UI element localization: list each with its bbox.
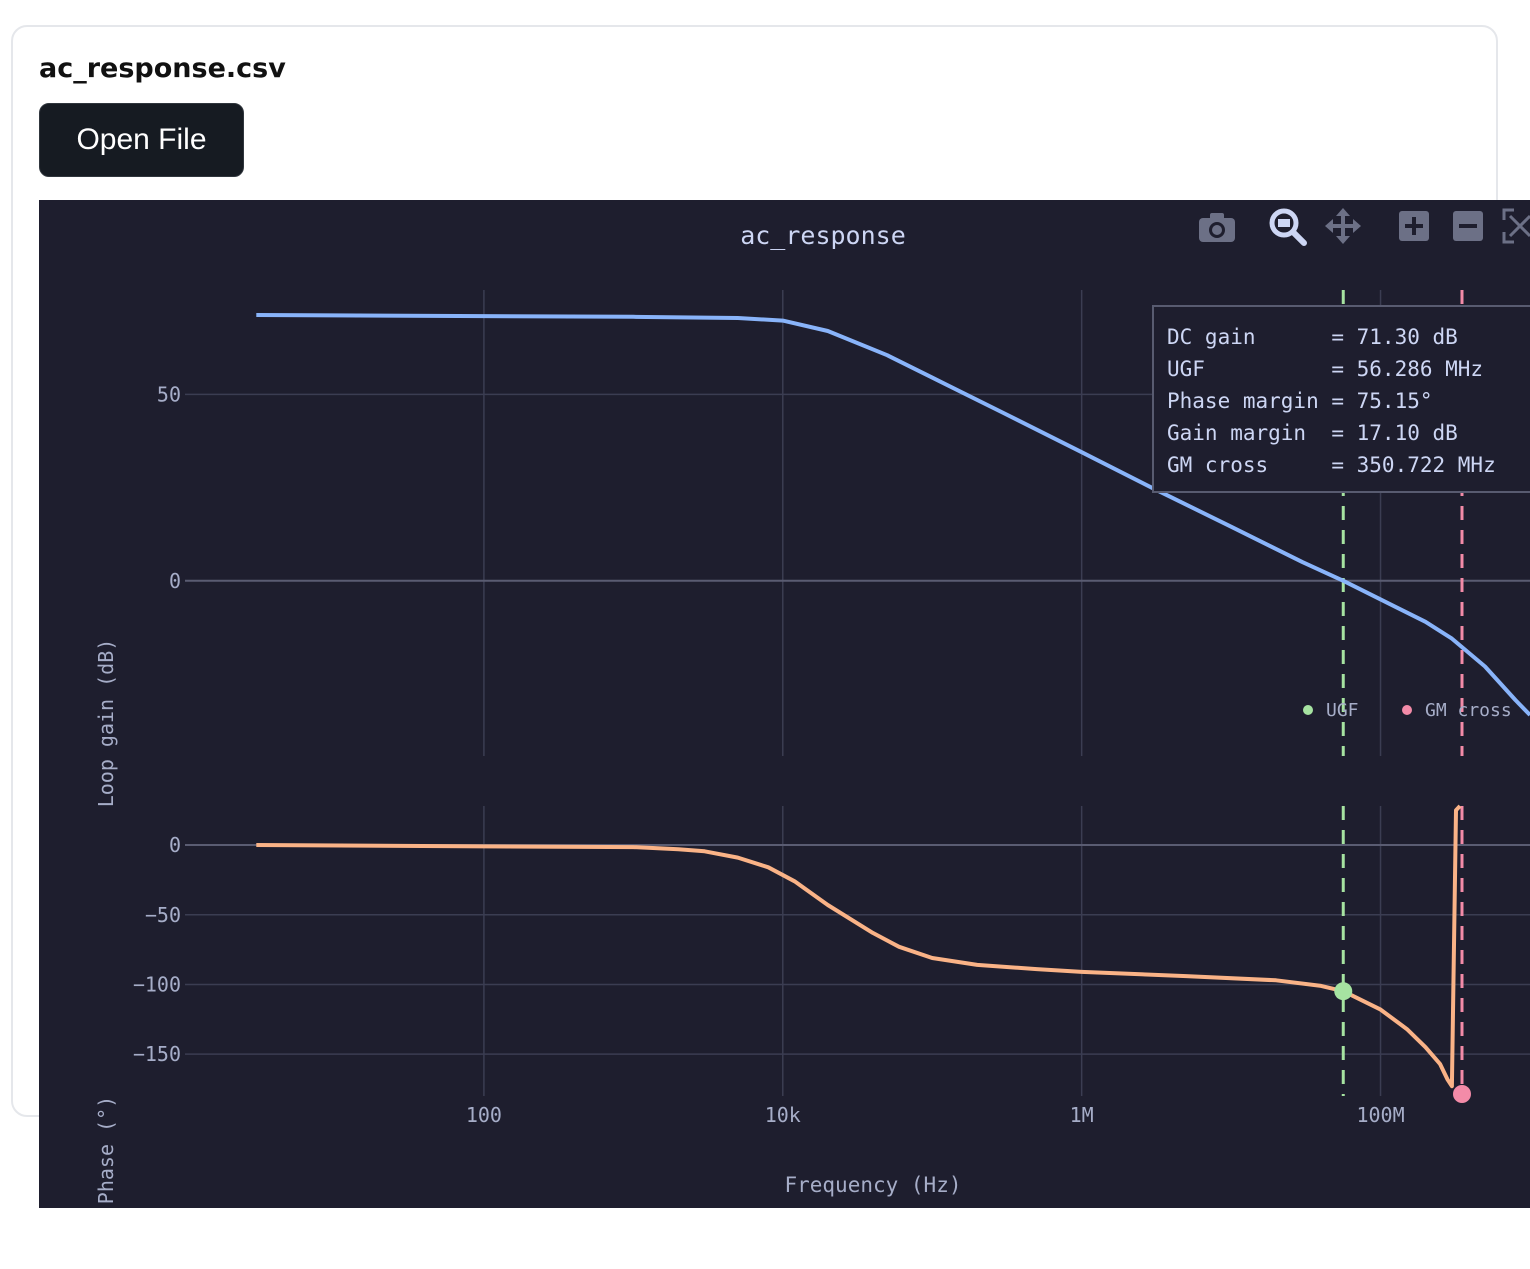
annotation-line-dc-gain: DC gain = 71.30 dB (1167, 325, 1458, 349)
legend-swatch-gm-cross (1402, 705, 1412, 715)
tick-layer: 100 10k 1M 100M 50 0 0 −50 −100 −150 (133, 382, 1405, 1127)
chart-title: ac_response (740, 221, 906, 250)
phase-y-tick-label-2: −100 (133, 972, 181, 996)
metrics-annotation: DC gain = 71.30 dB UGF = 56.286 MHz Phas… (1152, 305, 1530, 493)
legend-swatch-ugf (1303, 705, 1313, 715)
gain-y-tick-label-0: 50 (157, 382, 181, 406)
annotation-line-phase-margin: Phase margin = 75.15° (1167, 389, 1433, 413)
x-tick-label-2: 1M (1070, 1103, 1094, 1127)
annotation-line-ugf: UGF = 56.286 MHz (1167, 357, 1483, 381)
phase-y-tick-label-0: 0 (169, 833, 181, 857)
phase-axis-label: Phase (°) (94, 1096, 118, 1204)
trace-layer (256, 313, 1530, 1089)
annotation-line-gain-margin: Gain margin = 17.10 dB (1167, 421, 1458, 445)
legend[interactable]: UGF GM cross (1303, 700, 1512, 721)
file-title: ac_response.csv (39, 53, 286, 84)
annotation-line-gm-cross: GM cross = 350.722 MHz (1167, 453, 1496, 477)
legend-item-gm-cross[interactable]: GM cross (1402, 700, 1512, 721)
zoom-icon[interactable] (1269, 208, 1307, 246)
ugf-marker-dot (1334, 982, 1353, 1001)
phase-trace (256, 804, 1462, 1089)
x-tick-label-3: 100M (1356, 1103, 1404, 1127)
legend-item-ugf[interactable]: UGF (1303, 700, 1359, 721)
legend-label-ugf: UGF (1326, 700, 1359, 721)
open-file-button[interactable]: Open File (39, 103, 244, 177)
camera-icon[interactable] (1199, 213, 1235, 242)
marker-dots (1334, 982, 1471, 1103)
autoscale-icon[interactable] (1502, 208, 1530, 244)
gm-cross-marker-dot (1452, 1085, 1471, 1103)
x-tick-label-1: 10k (765, 1103, 801, 1127)
zoom-out-icon[interactable] (1453, 211, 1483, 241)
phase-y-tick-label-1: −50 (145, 903, 181, 927)
gain-axis-label: Loop gain (dB) (94, 639, 118, 808)
plot-toolbar (1199, 208, 1530, 246)
gain-trace (256, 313, 1530, 717)
pan-icon[interactable] (1325, 208, 1361, 244)
legend-label-gm-cross: GM cross (1425, 700, 1512, 721)
x-tick-label-0: 100 (466, 1103, 502, 1127)
annotation-box (1152, 305, 1530, 493)
zoom-in-icon[interactable] (1399, 211, 1429, 241)
phase-y-tick-label-3: −150 (133, 1042, 181, 1066)
bode-plot[interactable]: 100 10k 1M 100M 50 0 0 −50 −100 −150 ac_response … (39, 200, 1530, 1208)
x-axis-label: Frequency (Hz) (784, 1173, 961, 1197)
gain-y-tick-label-1: 0 (169, 569, 181, 593)
